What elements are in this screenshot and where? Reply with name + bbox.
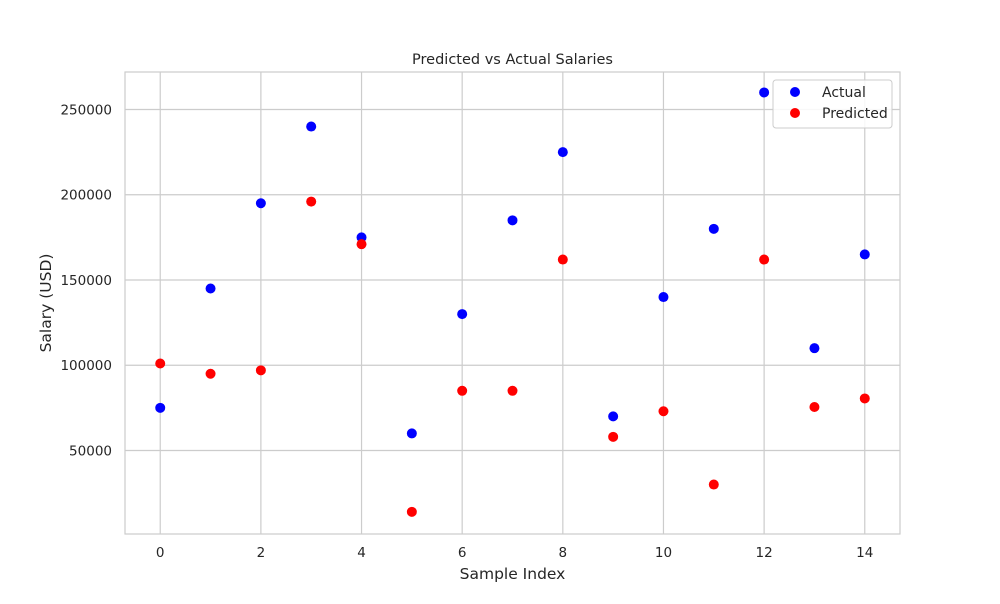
legend-marker-actual: [790, 87, 800, 97]
actual-point: [608, 411, 619, 422]
actual-point: [557, 147, 568, 158]
predicted-point: [608, 431, 619, 442]
actual-point: [507, 215, 518, 226]
predicted-point: [306, 196, 317, 207]
x-tick-label: 8: [559, 545, 568, 561]
legend-box: [772, 79, 893, 129]
actual-point: [708, 223, 719, 234]
y-tick-labels: 50000 100000 150000 200000 250000: [60, 103, 112, 460]
x-tick-labels: 0 2 4 6 8 10 12 14: [156, 545, 873, 561]
actual-point: [306, 121, 317, 132]
x-tick-label: 4: [357, 545, 366, 561]
x-tick-label: 2: [257, 545, 266, 561]
y-axis-label: Salary (USD): [37, 254, 55, 353]
y-tick-label: 100000: [60, 358, 112, 374]
predicted-point: [809, 401, 820, 412]
actual-point: [406, 428, 417, 439]
predicted-point: [759, 254, 770, 265]
legend-marker-predicted: [790, 108, 800, 118]
actual-point: [155, 402, 166, 413]
actual-point: [859, 249, 870, 260]
plot-frame: [124, 71, 901, 535]
actual-point: [809, 343, 820, 354]
predicted-point: [859, 393, 870, 404]
x-tick-label: 6: [458, 545, 467, 561]
predicted-point: [155, 358, 166, 369]
y-tick-label: 50000: [69, 443, 112, 459]
actual-point: [457, 309, 468, 320]
y-tick-label: 150000: [60, 273, 112, 289]
actual-point: [205, 283, 216, 294]
legend-label-actual: Actual: [822, 85, 866, 101]
y-tick-label: 250000: [60, 103, 112, 119]
grid-lines: [125, 72, 900, 534]
x-tick-label: 10: [655, 545, 672, 561]
chart-title: Predicted vs Actual Salaries: [412, 52, 613, 68]
legend-label-predicted: Predicted: [822, 106, 888, 122]
predicted-point: [708, 479, 719, 490]
actual-point: [255, 198, 266, 209]
predicted-point: [406, 506, 417, 517]
actual-point: [658, 292, 669, 303]
predicted-point: [557, 254, 568, 265]
actual-point: [759, 87, 770, 98]
x-tick-label: 14: [856, 545, 873, 561]
predicted-point: [658, 406, 669, 417]
data-points: [155, 87, 870, 517]
x-axis-label: Sample Index: [460, 565, 566, 583]
predicted-point: [205, 368, 216, 379]
x-tick-label: 12: [756, 545, 773, 561]
y-tick-label: 200000: [60, 188, 112, 204]
legend: Actual Predicted: [772, 79, 893, 129]
predicted-point: [457, 385, 468, 396]
predicted-point: [255, 365, 266, 376]
predicted-point: [356, 239, 367, 250]
predicted-point: [507, 385, 518, 396]
x-tick-label: 0: [156, 545, 165, 561]
